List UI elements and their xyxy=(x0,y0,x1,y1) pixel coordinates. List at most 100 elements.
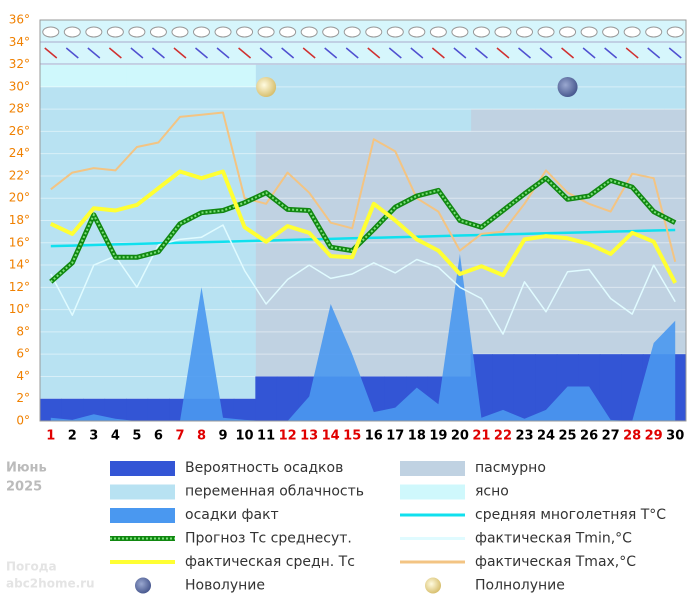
watermark: Погода xyxy=(6,560,57,574)
weather-icon xyxy=(666,26,684,38)
legend-label: осадки факт xyxy=(185,507,279,523)
legend-moon xyxy=(135,577,151,594)
sky-band xyxy=(212,64,235,87)
legend-swatch xyxy=(400,484,465,500)
y-tick-label: 12° xyxy=(9,280,30,294)
x-tick-label: 27 xyxy=(602,429,620,444)
sky-band xyxy=(363,64,386,132)
wind-arrow xyxy=(173,47,187,59)
weather-icon xyxy=(171,26,189,38)
wind-arrow xyxy=(324,47,338,59)
wind-arrow xyxy=(65,47,79,59)
sky-band xyxy=(104,64,127,87)
sky-band xyxy=(126,86,149,421)
weather-icon xyxy=(451,26,469,38)
y-tick-label: 4° xyxy=(16,369,30,383)
precip-prob-bar xyxy=(61,398,84,421)
wind-arrow xyxy=(216,47,230,59)
forecast-pattern xyxy=(50,176,676,283)
x-tick-label: 23 xyxy=(515,429,533,444)
x-tick-label: 13 xyxy=(300,429,318,444)
sky-band xyxy=(319,64,342,132)
precip-prob-bar xyxy=(513,354,536,421)
moon xyxy=(557,77,578,97)
sky-band xyxy=(599,64,622,110)
y-tick-label: 18° xyxy=(9,213,30,227)
sky-band xyxy=(664,64,687,110)
sky-band xyxy=(427,131,450,421)
x-tick-label: 26 xyxy=(580,429,598,444)
x-tick-label: 14 xyxy=(322,429,340,444)
sky-band xyxy=(126,64,149,87)
weather-icon xyxy=(429,26,447,38)
legend-swatch xyxy=(110,484,175,500)
sky-band xyxy=(384,64,407,132)
x-tick-label: 11 xyxy=(257,429,275,444)
wind-arrow xyxy=(453,47,467,59)
sky-band xyxy=(255,131,278,421)
legend-label: Прогноз Тс среднесут. xyxy=(185,531,352,547)
wind-arrow xyxy=(647,47,661,59)
wind-arrow xyxy=(518,47,531,59)
weather-icon xyxy=(257,26,275,38)
sky-band xyxy=(190,64,213,87)
moon xyxy=(256,77,277,97)
wind-arrow xyxy=(431,47,445,59)
legend-moon xyxy=(425,577,441,594)
legend-label: Полнолуние xyxy=(475,578,565,594)
weather-icon xyxy=(580,26,598,38)
x-tick-label: 10 xyxy=(236,429,254,444)
weather-icon xyxy=(149,26,167,38)
x-tick-label: 21 xyxy=(472,429,490,444)
y-tick-label: 26° xyxy=(9,124,30,138)
wind-arrow xyxy=(281,47,295,59)
x-tick-label: 7 xyxy=(175,429,184,444)
sky-band xyxy=(212,86,235,421)
x-tick-label: 19 xyxy=(429,429,447,444)
sky-band xyxy=(83,64,106,87)
wind-arrow xyxy=(496,47,510,59)
sky-band xyxy=(449,64,472,132)
x-tick-label: 30 xyxy=(666,429,684,444)
x-tick-label: 15 xyxy=(343,429,361,444)
weather-icon xyxy=(559,26,577,38)
x-tick-label: 4 xyxy=(111,429,120,444)
sky-band xyxy=(578,64,601,110)
sky-band xyxy=(363,131,386,421)
wind-arrow xyxy=(302,47,316,59)
weather-icon xyxy=(516,26,533,38)
precip-area xyxy=(50,253,676,421)
x-tick-label: 6 xyxy=(154,429,163,444)
watermark: abc2home.ru xyxy=(6,577,95,591)
precip-prob-bar xyxy=(83,398,106,421)
x-tick-label: 16 xyxy=(365,429,383,444)
legend-swatch xyxy=(400,461,465,476)
weather-icon xyxy=(322,26,340,38)
legend-label: фактическая Tmin,°C xyxy=(475,531,632,547)
y-tick-label: 24° xyxy=(9,146,30,160)
wind-arrow xyxy=(259,47,273,59)
sky-band xyxy=(61,64,84,87)
y-tick-label: 28° xyxy=(9,102,30,116)
x-tick-label: 18 xyxy=(408,429,426,444)
wind-arrow xyxy=(108,47,122,59)
sky-band xyxy=(233,64,256,87)
y-tick-label: 20° xyxy=(9,191,30,205)
x-tick-label: 20 xyxy=(451,429,469,444)
sky-band xyxy=(406,131,429,421)
sky-band xyxy=(535,64,558,110)
wind-arrow xyxy=(539,47,553,59)
legend-label: фактическая средн. Тс xyxy=(185,554,355,570)
wind-arrow xyxy=(604,47,618,59)
sky-band xyxy=(513,64,536,110)
sky-band xyxy=(578,109,601,421)
y-tick-label: 14° xyxy=(9,258,30,272)
y-tick-label: 32° xyxy=(9,57,30,71)
x-tick-label: 12 xyxy=(279,429,297,444)
weather-icon xyxy=(85,26,103,38)
plot-frame xyxy=(39,19,687,422)
line xyxy=(50,111,677,262)
x-tick-label: 8 xyxy=(197,429,206,444)
year: 2025 xyxy=(6,480,42,495)
